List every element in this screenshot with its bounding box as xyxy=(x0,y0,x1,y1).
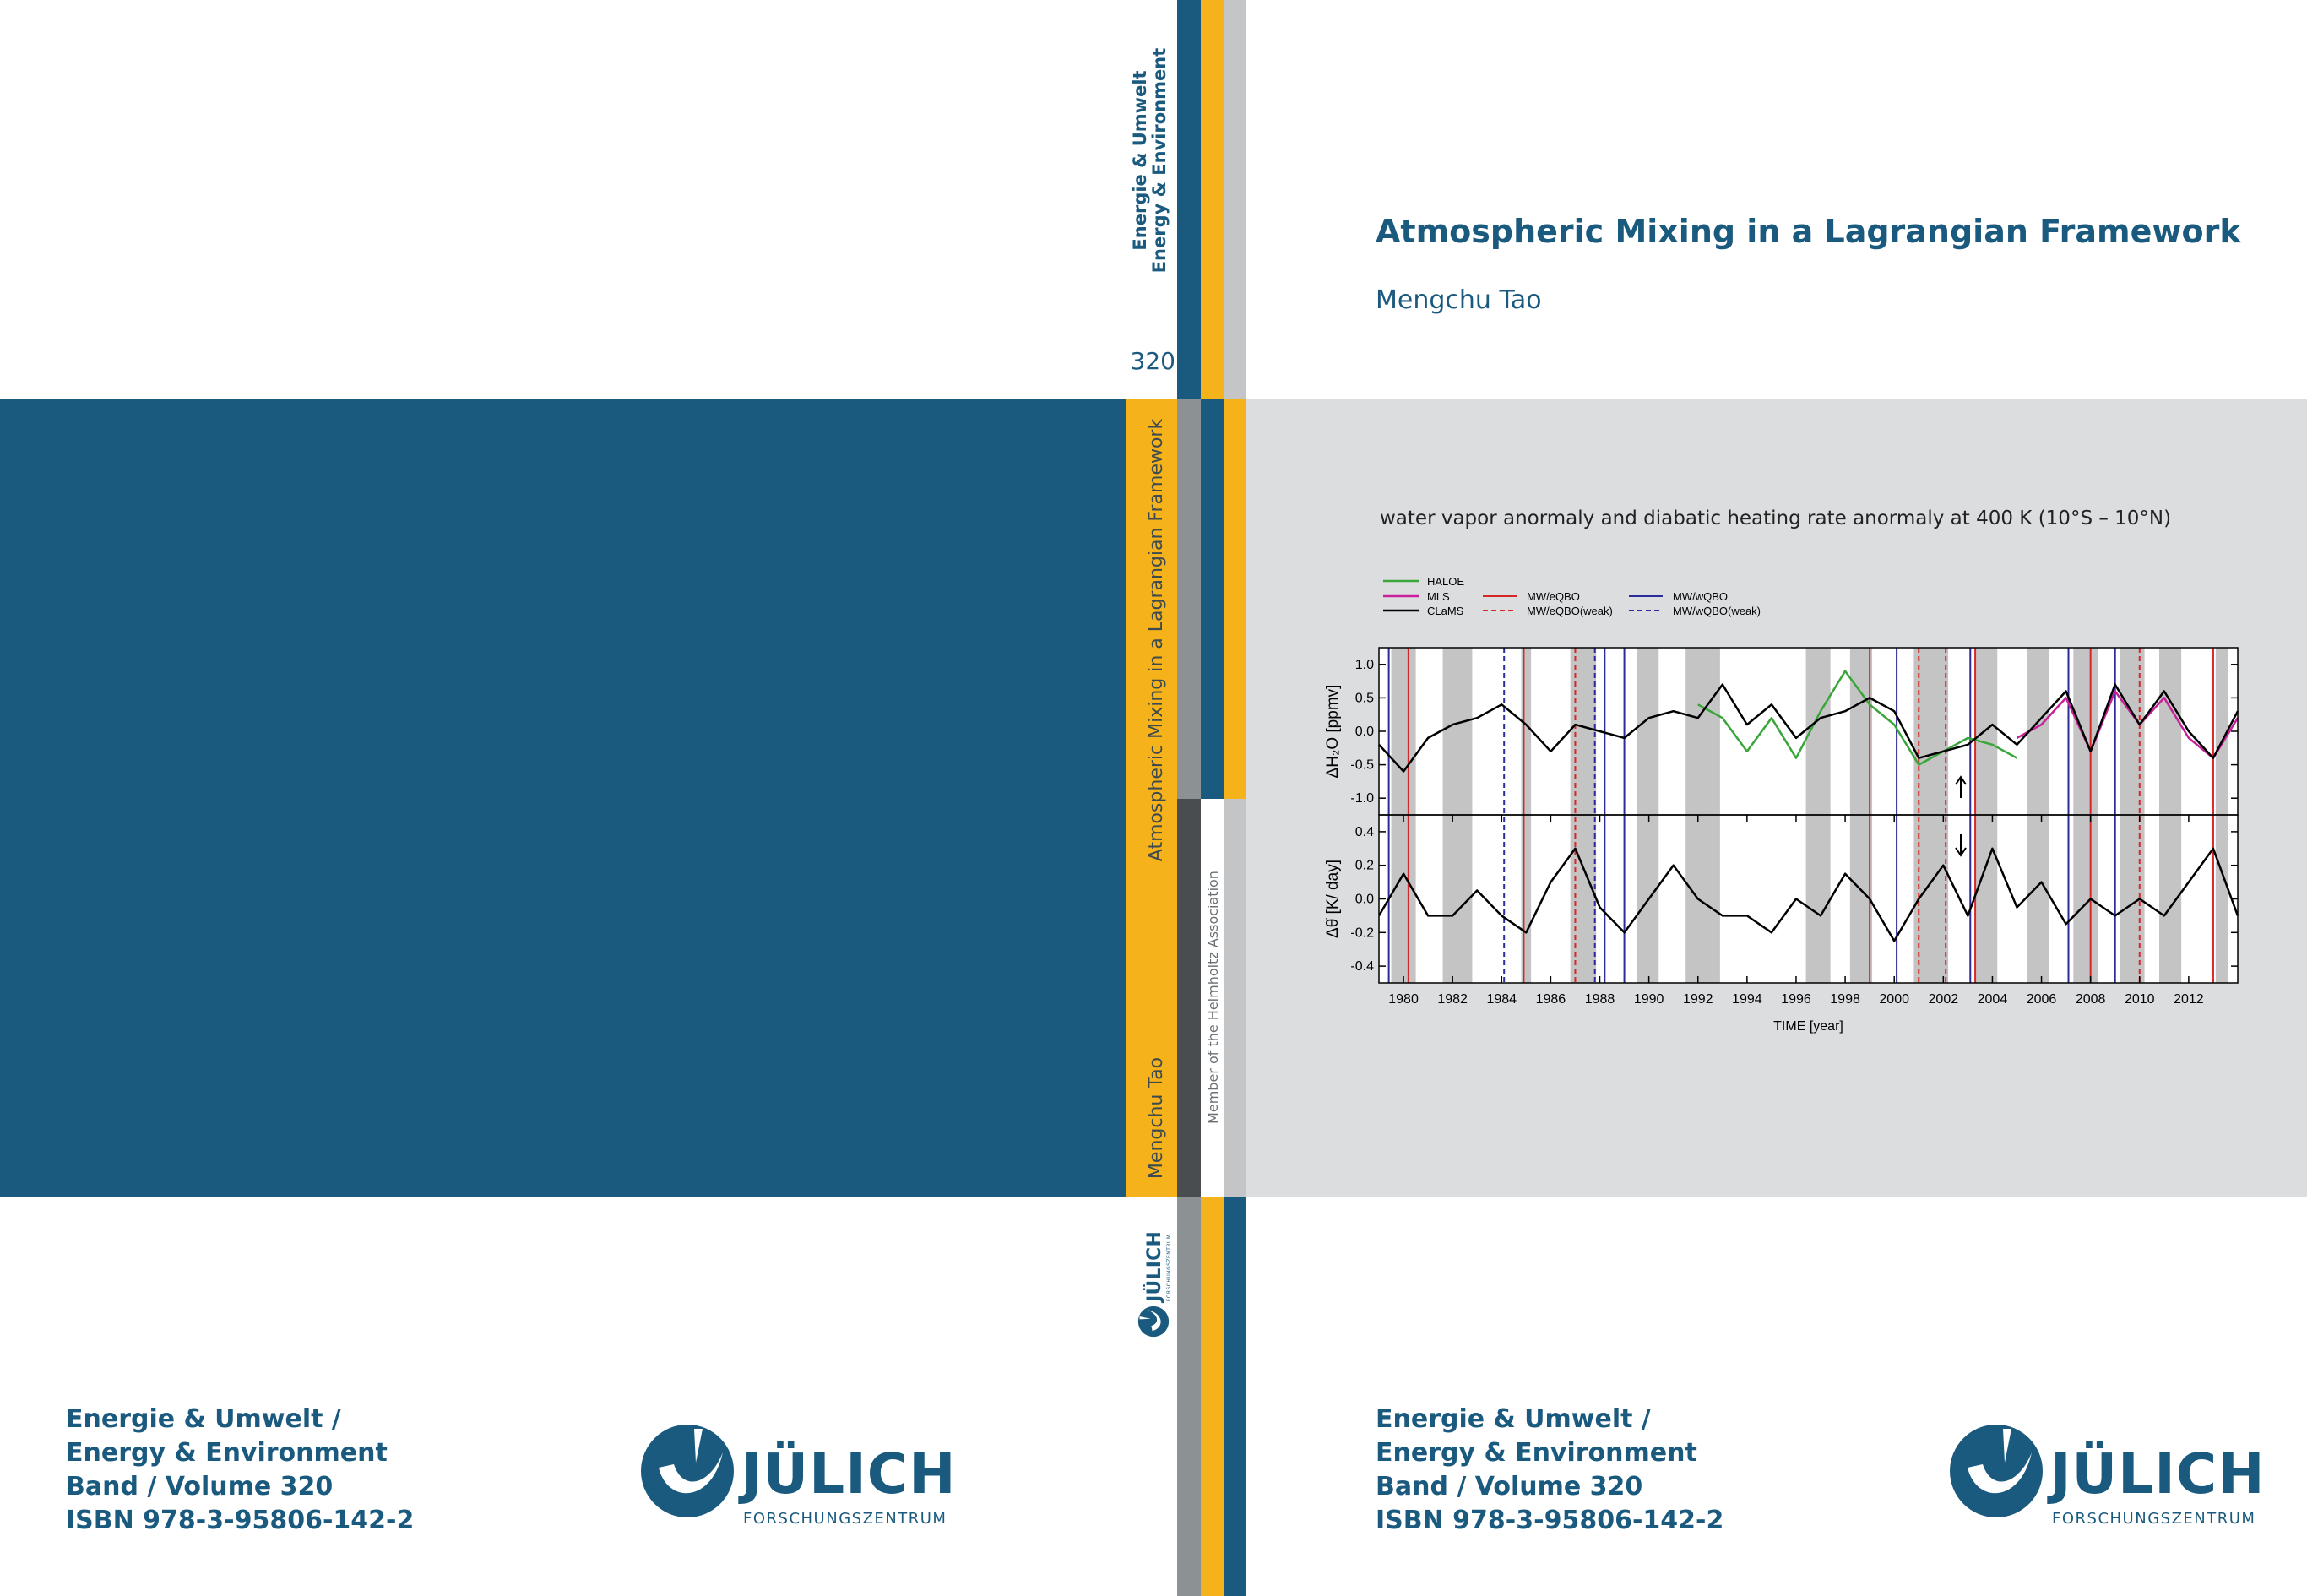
logo-mark xyxy=(1950,1425,2043,1517)
x-tick-label: 1990 xyxy=(1634,992,1664,1007)
y-axis-label: Δθ̇ [K/ day] xyxy=(1324,860,1342,938)
plot-frame xyxy=(1378,814,2239,984)
legend-label: MW/wQBO(weak) xyxy=(1673,605,1761,617)
chart: -1.0 -0.5 0.0 0.5 1.0 ΔH₂O [ppmv] -0.4 -0.2 0.0 0… xyxy=(1324,575,2239,1034)
front-imprint: ISBN 978-3-95806-142-2 xyxy=(1376,1506,1723,1535)
x-tick-label: 2004 xyxy=(1978,992,2008,1007)
logo-swoosh xyxy=(1139,1310,1161,1332)
figure-caption: water vapor anormaly and diabatic heatin… xyxy=(1380,508,2171,529)
spine-strip xyxy=(1177,0,1201,399)
front-author: Mengchu Tao xyxy=(1376,285,1542,315)
x-tick-label: 1980 xyxy=(1388,992,1419,1007)
spine-series: Energie & Umwelt xyxy=(1130,70,1150,250)
y-tick-label: 0.2 xyxy=(1355,859,1374,873)
legend-label: MW/eQBO(weak) xyxy=(1527,605,1613,617)
spine-strip xyxy=(1177,1197,1201,1596)
y-tick-label: 1.0 xyxy=(1355,658,1374,672)
data-line xyxy=(2016,690,2239,759)
spine-strip xyxy=(1201,0,1224,399)
legend-label: MW/wQBO xyxy=(1673,590,1728,603)
back-band xyxy=(0,399,1126,1197)
logo-subtext: FORSCHUNGSZENTRUM xyxy=(743,1510,947,1528)
x-tick-label: 2010 xyxy=(2125,992,2155,1007)
back-imprint: ISBN 978-3-95806-142-2 xyxy=(66,1506,414,1535)
spine-yellow xyxy=(1126,399,1177,1197)
x-tick-label: 2000 xyxy=(1879,992,1909,1007)
spine-strip xyxy=(1201,1197,1224,1596)
back-logo: JÜLICH FORSCHUNGSZENTRUM xyxy=(641,1425,956,1528)
x-tick-label: 2006 xyxy=(2027,992,2057,1007)
front-logo: JÜLICH FORSCHUNGSZENTRUM xyxy=(1950,1425,2265,1528)
x-tick-label: 1982 xyxy=(1437,992,1468,1007)
x-tick-label: 1988 xyxy=(1585,992,1615,1007)
logo-text: JÜLICH xyxy=(2047,1441,2265,1506)
spine-strip xyxy=(1224,799,1246,1197)
x-tick-label: 1996 xyxy=(1781,992,1811,1007)
back-imprint: Band / Volume 320 xyxy=(66,1472,333,1501)
y-tick-label: 0.0 xyxy=(1355,725,1374,739)
spine-strip xyxy=(1177,799,1201,1197)
x-tick-label: 2002 xyxy=(1929,992,1959,1007)
x-tick-label: 2008 xyxy=(2076,992,2106,1007)
spine-author: Mengchu Tao xyxy=(1146,1057,1167,1179)
spine-volume: 320 xyxy=(1131,347,1175,375)
spine-strip xyxy=(1201,399,1224,799)
y-tick-label: 0.0 xyxy=(1355,893,1374,907)
arrow xyxy=(1955,775,1967,798)
back-imprint: Energie & Umwelt / xyxy=(66,1404,341,1434)
logo-subtext: FORSCHUNGSZENTRUM xyxy=(1166,1235,1172,1302)
y-tick-label: -0.5 xyxy=(1350,758,1374,773)
x-tick-label: 1986 xyxy=(1536,992,1566,1007)
legend-label: HALOE xyxy=(1427,575,1464,588)
legend-label: MLS xyxy=(1427,590,1450,603)
y-tick-label: -1.0 xyxy=(1350,791,1374,806)
logo-text: JÜLICH xyxy=(738,1441,956,1506)
logo-swoosh xyxy=(659,1429,723,1494)
logo-swoosh xyxy=(1968,1429,2032,1494)
legend-label: MW/eQBO xyxy=(1527,590,1580,603)
spine-strip xyxy=(1224,399,1246,799)
front-title: Atmospheric Mixing in a Lagrangian Frame… xyxy=(1376,213,2241,250)
data-line xyxy=(1378,683,2239,773)
x-axis-label: TIME [year] xyxy=(1773,1019,1843,1034)
y-tick-label: -0.2 xyxy=(1350,926,1374,940)
y-tick-label: -0.4 xyxy=(1350,959,1374,974)
y-axis-label: ΔH₂O [ppmv] xyxy=(1324,685,1342,779)
data-line xyxy=(1697,670,2018,766)
x-tick-label: 1984 xyxy=(1486,992,1517,1007)
x-tick-label: 1998 xyxy=(1830,992,1860,1007)
spine-strip xyxy=(1224,1197,1246,1596)
logo-subtext: FORSCHUNGSZENTRUM xyxy=(2052,1510,2255,1528)
x-tick-label: 1992 xyxy=(1683,992,1713,1007)
spine-logo: JÜLICH FORSCHUNGSZENTRUM xyxy=(1137,1231,1172,1338)
y-tick-label: 0.5 xyxy=(1355,691,1374,705)
front-imprint: Energie & Umwelt / xyxy=(1376,1404,1651,1434)
spine-association: Member of the Helmholtz Association xyxy=(1205,871,1221,1124)
back-imprint: Energy & Environment xyxy=(66,1438,388,1468)
logo-text: JÜLICH xyxy=(1143,1231,1165,1304)
spine-strip xyxy=(1177,399,1201,799)
spine-title: Atmospheric Mixing in a Lagrangian Frame… xyxy=(1146,419,1167,862)
data-line xyxy=(1377,847,2239,942)
front-imprint: Energy & Environment xyxy=(1376,1438,1697,1468)
legend-label: CLaMS xyxy=(1427,605,1464,617)
y-tick-label: 0.4 xyxy=(1355,825,1374,839)
arrow xyxy=(1955,834,1967,857)
spine-strip xyxy=(1201,799,1224,1197)
x-tick-label: 1994 xyxy=(1732,992,1762,1007)
logo-mark xyxy=(1137,1306,1170,1338)
spine-strip xyxy=(1224,0,1246,399)
spine-series: Energy & Environment xyxy=(1149,48,1170,274)
x-tick-label: 2012 xyxy=(2174,992,2204,1007)
front-imprint: Band / Volume 320 xyxy=(1376,1472,1642,1501)
logo-mark xyxy=(641,1425,734,1517)
